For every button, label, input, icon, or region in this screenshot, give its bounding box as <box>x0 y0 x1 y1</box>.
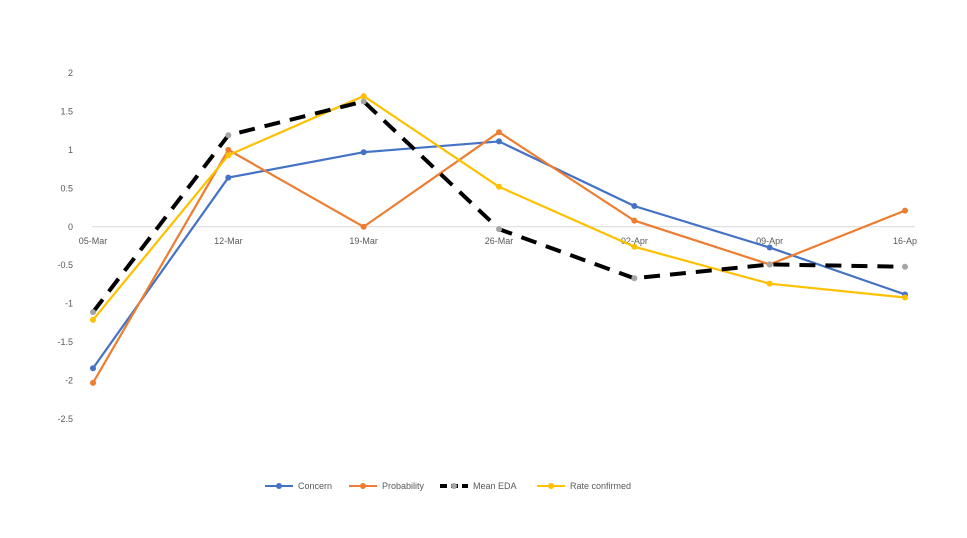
x-tick-label: 09-Apr <box>756 236 783 246</box>
y-tick-label: 0 <box>68 222 73 232</box>
y-tick-label: 1 <box>68 145 73 155</box>
data-point-rate-confirmed <box>90 316 96 323</box>
data-point-probability <box>631 217 638 224</box>
data-point-probability <box>902 207 908 214</box>
data-point-concern <box>225 174 232 181</box>
x-tick-label: 05-Mar <box>79 236 108 246</box>
y-tick-label: -2 <box>65 376 73 386</box>
data-point-mean-eda <box>496 226 502 233</box>
data-point-rate-confirmed <box>766 280 773 287</box>
x-tick-label: 12-Mar <box>214 236 243 246</box>
data-point-concern <box>496 138 502 145</box>
y-tick-label: -0.5 <box>57 260 73 270</box>
data-point-rate-confirmed <box>225 152 232 159</box>
y-tick-label: -1.5 <box>57 337 73 347</box>
x-axis: 05-Mar 12-Mar 19-Mar 26-Mar 02-Apr 09-Apr 16-A… <box>79 226 917 246</box>
data-point-probability <box>90 379 96 386</box>
data-point-mean-eda <box>766 261 773 268</box>
data-point-probability <box>360 223 367 230</box>
data-point-rate-confirmed <box>496 183 502 190</box>
y-tick-label: 0.5 <box>60 183 73 193</box>
legend-swatch-marker <box>276 483 282 489</box>
data-point-rate-confirmed <box>631 243 638 250</box>
data-point-probability <box>496 129 502 136</box>
legend-swatch-marker <box>360 483 366 489</box>
y-tick-label: -2.5 <box>57 414 73 424</box>
data-point-rate-confirmed <box>360 93 367 100</box>
data-point-concern <box>90 365 96 372</box>
data-point-concern <box>766 244 773 251</box>
x-tick-label: 26-Mar <box>485 236 514 246</box>
series-line-probability <box>92 131 906 384</box>
y-tick-label: 1.5 <box>60 106 73 116</box>
data-point-mean-eda <box>360 98 367 105</box>
data-point-mean-eda <box>631 275 638 282</box>
y-tick-label: 2 <box>68 68 73 78</box>
data-point-probability <box>225 146 232 153</box>
legend-label: Probability <box>382 481 425 491</box>
x-tick-label: 02-Apr <box>621 236 648 246</box>
legend-label: Mean EDA <box>473 481 517 491</box>
data-point-concern <box>631 203 638 210</box>
data-point-mean-eda <box>902 263 908 270</box>
data-point-concern <box>360 149 367 156</box>
legend-swatch-marker <box>451 483 457 489</box>
legend-label: Rate confirmed <box>570 481 631 491</box>
legend-swatch-marker <box>548 483 554 489</box>
data-point-mean-eda <box>225 132 232 139</box>
data-point-mean-eda <box>90 309 96 316</box>
data-point-rate-confirmed <box>902 294 908 301</box>
x-tick-label: 19-Mar <box>349 236 378 246</box>
legend-label: Concern <box>298 481 332 491</box>
y-tick-label: -1 <box>65 299 73 309</box>
y-axis-ticks: 2 1.5 1 0.5 0 -0.5 -1 -1.5 -2 -2.5 <box>57 68 73 424</box>
series-line-concern <box>92 140 906 369</box>
series-markers <box>90 93 908 386</box>
x-tick-label: 16-Ap <box>893 236 917 246</box>
legend: Concern Probability Mean EDA Rate confirmed <box>265 481 631 491</box>
